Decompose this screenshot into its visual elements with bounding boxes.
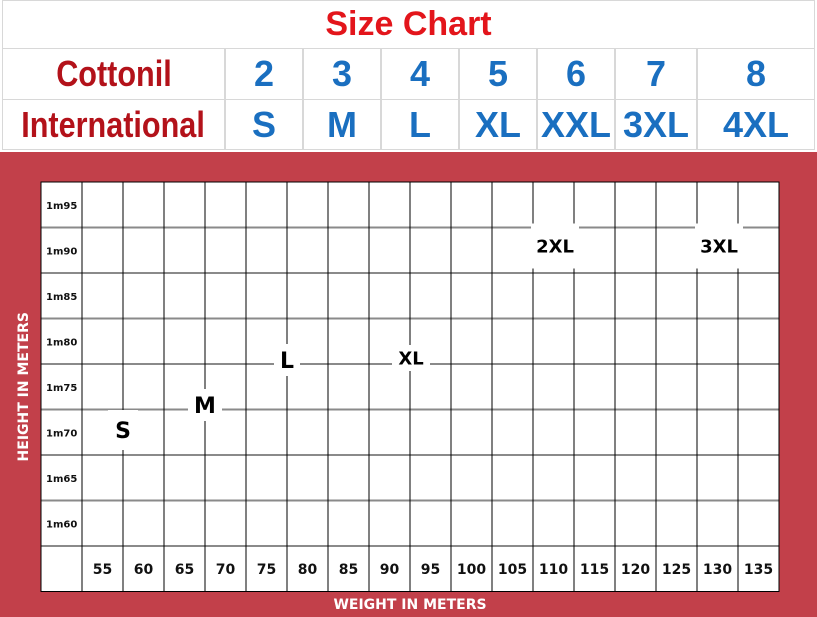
- size-cell: XXL: [537, 99, 615, 150]
- x-tick-label: 95: [421, 562, 440, 578]
- y-tick-label: 1m95: [46, 201, 77, 212]
- y-tick-label: 1m75: [46, 383, 77, 394]
- x-tick-label: 120: [621, 562, 650, 578]
- row-label: Cottonil: [55, 53, 172, 94]
- size-cell: XL: [459, 99, 537, 150]
- x-axis-title: WEIGHT IN METERS: [333, 597, 486, 613]
- size-table: Size Chart Cottonil 2 3 4 5 6 7 8 International S…: [0, 0, 817, 152]
- size-marker-xl: XL: [398, 348, 423, 369]
- x-tick-label: 105: [498, 562, 527, 578]
- y-tick-label: 1m60: [46, 519, 77, 530]
- size-marker-patch: [274, 344, 300, 376]
- x-tick-label: 55: [93, 562, 112, 578]
- y-tick-label: 1m85: [46, 292, 77, 303]
- size-marker-patch: [188, 389, 222, 421]
- size-marker-l: L: [280, 349, 294, 374]
- x-tick-label: 125: [662, 562, 691, 578]
- x-tick-label: 80: [298, 562, 318, 578]
- size-cell: S: [225, 99, 303, 150]
- y-tick-label: 1m90: [46, 246, 77, 257]
- x-tick-label: 130: [703, 562, 732, 578]
- x-tick-label: 100: [457, 562, 486, 578]
- x-tick-label: 75: [257, 562, 276, 578]
- x-tick-label: 70: [216, 562, 236, 578]
- size-marker-s: S: [115, 419, 131, 444]
- size-marker-patch: [108, 410, 138, 450]
- size-marker-patch: [695, 223, 743, 269]
- x-tick-label: 135: [744, 562, 773, 578]
- x-tick-label: 115: [580, 562, 609, 578]
- x-tick-label: 90: [380, 562, 400, 578]
- grid-border: [40, 181, 780, 592]
- size-cell: L: [381, 99, 459, 150]
- y-tick-label: 1m70: [46, 428, 77, 439]
- x-tick-label: 110: [539, 562, 568, 578]
- x-tick-label: 65: [175, 562, 194, 578]
- size-marker-2xl: 2XL: [536, 236, 574, 257]
- size-marker-patch: [392, 345, 430, 371]
- size-marker-m: M: [194, 394, 216, 419]
- row-label-cell: International: [2, 99, 225, 150]
- size-cell: M: [303, 99, 381, 150]
- size-cell: 4XL: [697, 99, 815, 150]
- y-tick-label: 1m80: [46, 337, 77, 348]
- x-tick-label: 85: [339, 562, 358, 578]
- size-marker-3xl: 3XL: [700, 236, 738, 257]
- size-cell: 3XL: [615, 99, 697, 150]
- y-tick-label: 1m65: [46, 474, 77, 485]
- size-marker-patch: [531, 223, 579, 269]
- row-label: International: [21, 103, 206, 145]
- y-axis-title: HEIGHT IN METERS: [16, 312, 32, 461]
- x-tick-label: 60: [134, 562, 154, 578]
